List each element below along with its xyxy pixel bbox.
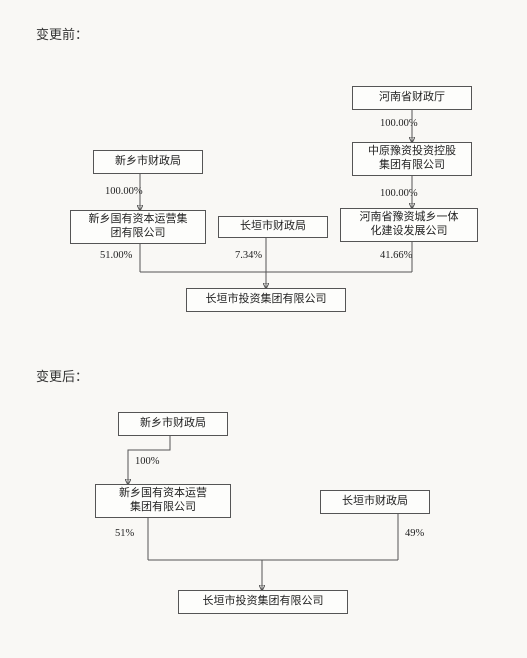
node-xinxiang-finance-after: 新乡市财政局 <box>118 412 228 436</box>
heading-after: 变更后： <box>36 366 88 385</box>
pct-e1: 100.00% <box>380 118 418 129</box>
node-zhongyuan: 中原豫资投资控股集团有限公司 <box>352 142 472 176</box>
node-target-after: 长垣市投资集团有限公司 <box>178 590 348 614</box>
node-xinxiang-soe: 新乡国有资本运营集团有限公司 <box>70 210 206 244</box>
pct-e6: 41.66% <box>380 250 412 261</box>
heading-before: 变更前： <box>36 24 88 43</box>
node-henan-finance: 河南省财政厅 <box>352 86 472 110</box>
pct-e3: 100.00% <box>105 186 143 197</box>
node-henan-yuzi: 河南省豫资城乡一体化建设发展公司 <box>340 208 478 242</box>
node-target-before: 长垣市投资集团有限公司 <box>186 288 346 312</box>
node-xinxiang-finance: 新乡市财政局 <box>93 150 203 174</box>
pct-e4: 51.00% <box>100 250 132 261</box>
pct-a1: 100% <box>135 456 160 467</box>
pct-e2: 100.00% <box>380 188 418 199</box>
pct-a2: 51% <box>115 528 134 539</box>
node-xinxiang-soe-after: 新乡国有资本运营集团有限公司 <box>95 484 231 518</box>
pct-a3: 49% <box>405 528 424 539</box>
node-changyuan-fin-after: 长垣市财政局 <box>320 490 430 514</box>
node-changyuan-fin: 长垣市财政局 <box>218 216 328 238</box>
pct-e5: 7.34% <box>235 250 262 261</box>
